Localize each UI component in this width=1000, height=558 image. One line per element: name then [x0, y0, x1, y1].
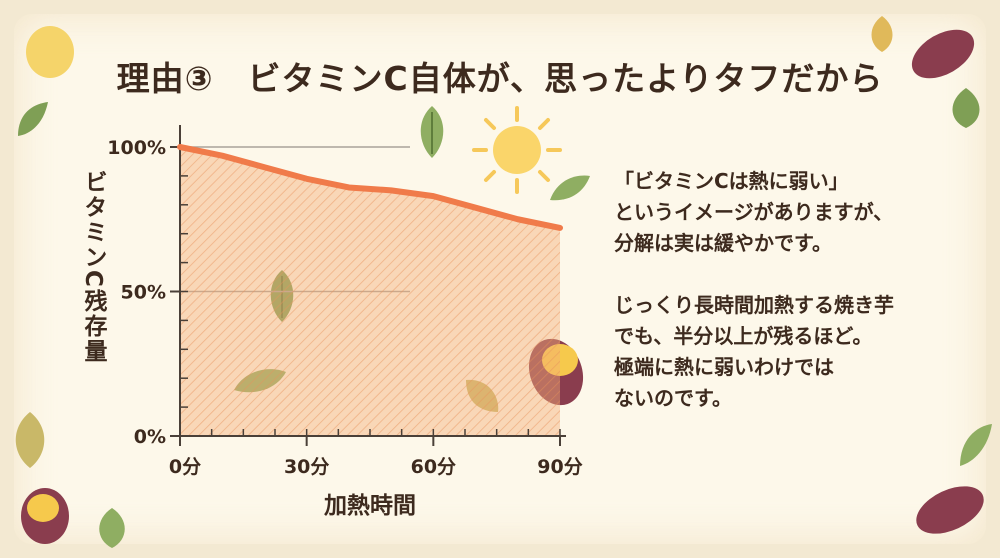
y-tick-label: 100% — [107, 137, 166, 159]
sweet-potato-icon — [911, 29, 975, 79]
leaf-icon — [15, 412, 45, 468]
leaf-icon — [960, 424, 992, 466]
x-tick-label: 30分 — [284, 456, 329, 478]
leaf-icon — [26, 26, 74, 78]
leaf-icon — [952, 88, 980, 128]
sweet-potato-icon — [916, 486, 984, 534]
leaf-icon — [420, 106, 444, 158]
axes — [170, 125, 566, 446]
note-line: というイメージがありますが、 — [614, 200, 894, 224]
page-title: 理由③ ビタミンC自体が、思ったよりタフだから — [116, 59, 884, 98]
leaf-icon — [18, 102, 48, 136]
series-line — [177, 144, 563, 231]
y-axis-label: ビタミンC残存量 — [80, 170, 106, 364]
note-line: 「ビタミンCは熱に弱い」 — [614, 169, 849, 193]
tick-labels: 0% 50% 100% 0分 30分 60分 90分 — [107, 137, 582, 478]
explanation-text: 「ビタミンCは熱に弱い」 というイメージがありますが、 分解は実は緩やかです。 … — [614, 166, 974, 414]
leaf-icon — [99, 508, 125, 548]
x-tick-label: 90分 — [537, 456, 582, 478]
note-line: じっくり長時間加熱する焼き芋 — [614, 293, 894, 317]
sun-icon — [472, 106, 562, 194]
note-line: 分解は実は緩やかです。 — [614, 231, 832, 255]
y-tick-label: 50% — [121, 282, 166, 304]
note-line: でも、半分以上が残るほど。 — [614, 324, 873, 348]
leaf-icon — [871, 16, 893, 52]
x-axis-label: 加熱時間 — [324, 493, 416, 519]
note-line: 極端に熱に弱いわけでは — [614, 355, 834, 379]
area-hatch — [180, 147, 560, 436]
y-tick-label: 0% — [134, 426, 166, 448]
sweet-potato-icon — [21, 488, 69, 544]
note-line: ないのです。 — [614, 386, 732, 410]
x-tick-label: 60分 — [411, 456, 456, 478]
x-tick-label: 0分 — [169, 456, 201, 478]
leaf-icon — [550, 175, 590, 201]
